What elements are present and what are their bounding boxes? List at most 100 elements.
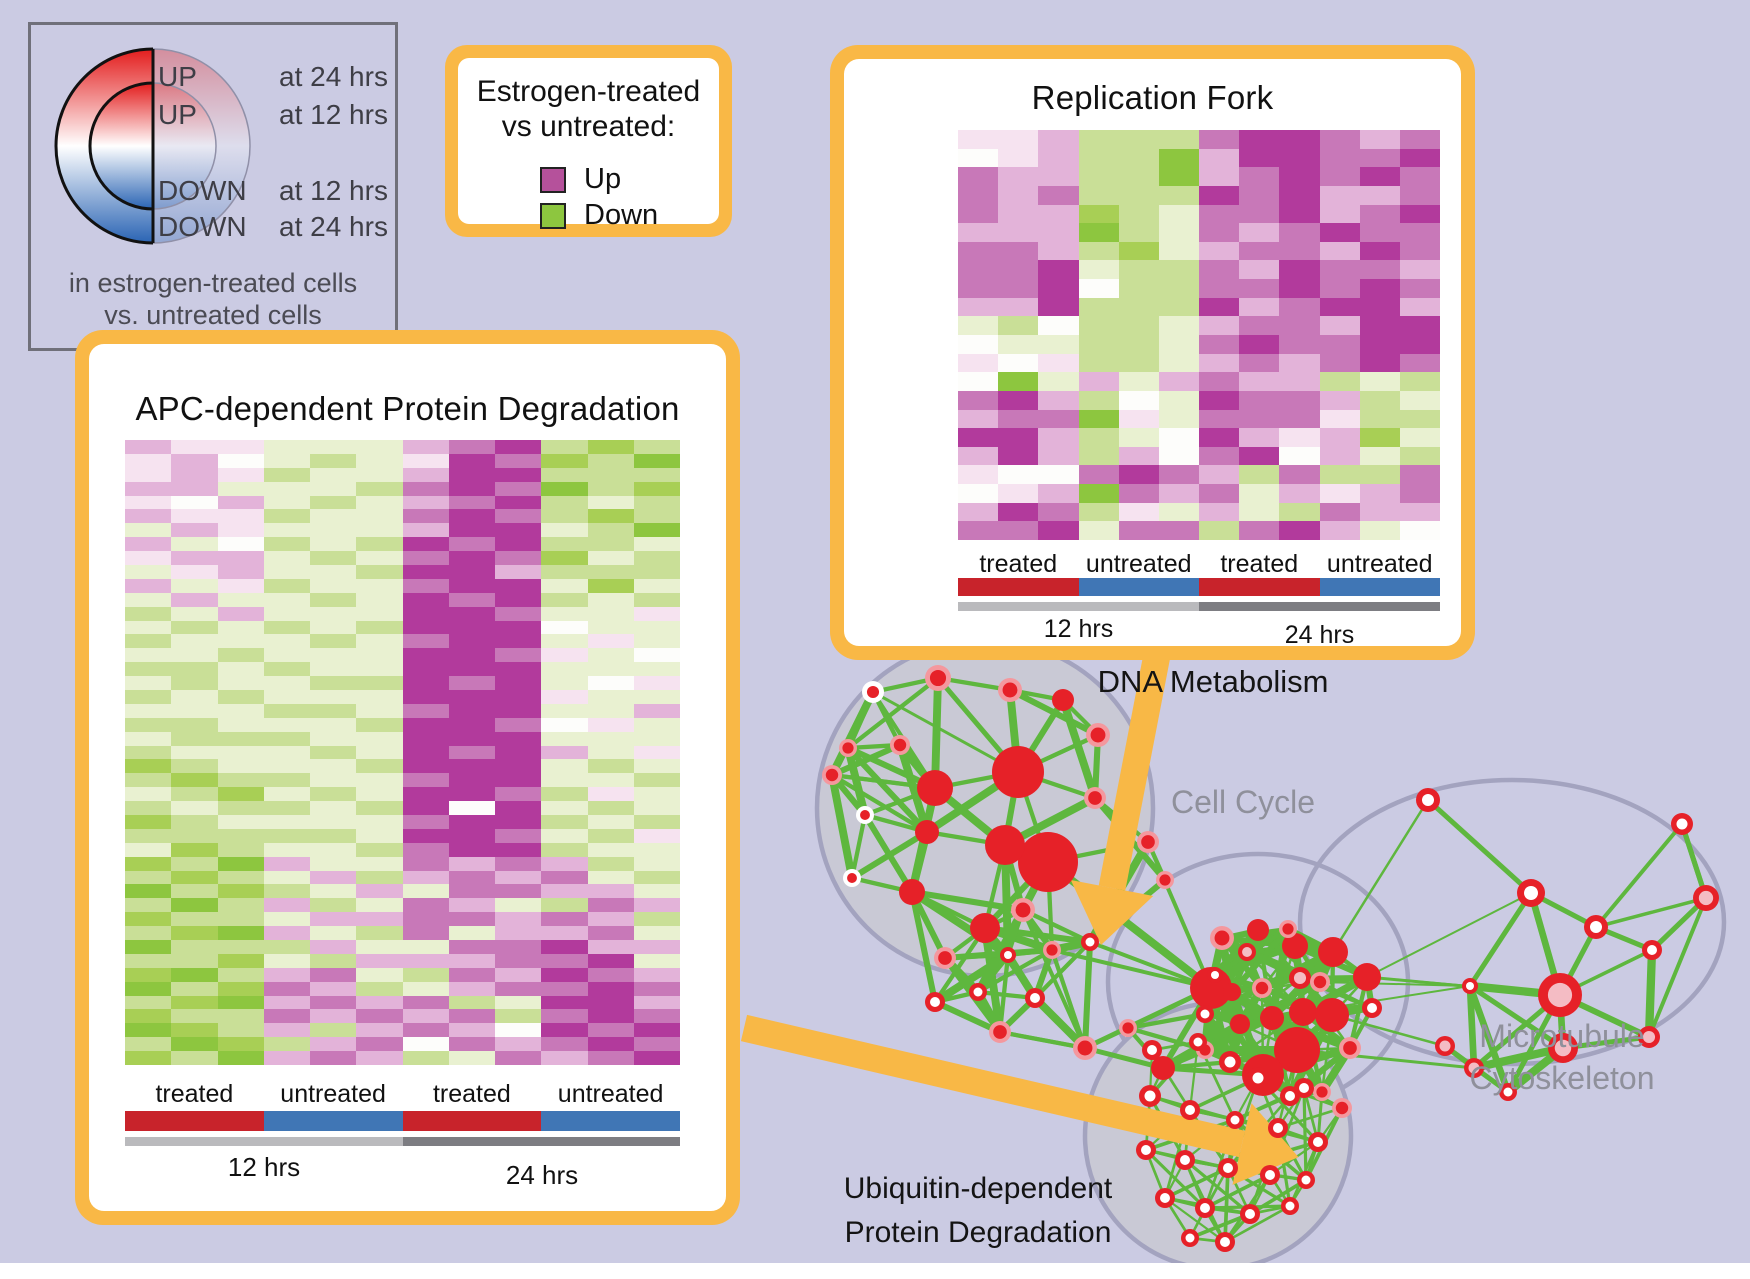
network-edge (1203, 1206, 1252, 1216)
network-edge (1302, 1086, 1344, 1110)
heatmap-cell (125, 801, 172, 815)
network-edge (1229, 985, 1265, 995)
heatmap-cell (125, 731, 172, 746)
heatmap-cell (125, 842, 172, 857)
heatmap-cell (310, 981, 357, 996)
network-edge (909, 889, 988, 931)
network-edge (1276, 1126, 1292, 1208)
heatmap-cell (125, 453, 172, 468)
heatmap-cell (171, 440, 218, 454)
heatmap-cell (263, 481, 310, 496)
network-edge (1203, 973, 1217, 1052)
network-edge (935, 675, 1021, 775)
heatmap-cell (1158, 167, 1199, 186)
heatmap-cell (998, 353, 1039, 373)
heatmap-cell (402, 440, 449, 454)
heatmap-cell (1399, 521, 1440, 540)
heatmap-cell (495, 870, 542, 885)
network-edge (1268, 1014, 1301, 1054)
network-edge (1528, 890, 1563, 998)
heatmap-cell (1359, 465, 1400, 485)
heatmap-cell (1239, 428, 1280, 447)
network-edge (1293, 1046, 1326, 1096)
heatmap-cell (217, 759, 264, 774)
heatmap-cell (541, 1009, 588, 1024)
network-edge (896, 741, 939, 792)
network-edge (1256, 1076, 1306, 1090)
heatmap-cell (1359, 167, 1400, 186)
heatmap-cell (1118, 390, 1159, 410)
network-edge (1223, 1204, 1292, 1244)
heatmap-cell (310, 856, 357, 871)
network-edge (1228, 988, 1276, 1022)
network-edge (1288, 1178, 1308, 1208)
heatmap-cell (1158, 260, 1199, 280)
heatmap-cell (495, 856, 542, 871)
heatmap-cell (1118, 316, 1159, 335)
heatmap-cell (1279, 167, 1320, 186)
heatmap-cell (217, 453, 264, 468)
network-edge (908, 888, 1027, 914)
microtubule-label-line1: Microtubule (1479, 1018, 1645, 1054)
network-edge (849, 812, 868, 881)
heatmap-cell (1359, 185, 1400, 205)
heatmap-cell (217, 953, 264, 968)
heatmap-cell (1319, 185, 1360, 205)
heatmap-cell (541, 495, 588, 510)
heatmap-cell (1239, 484, 1280, 503)
network-edge (1228, 1010, 1305, 1064)
heatmap-cell (171, 926, 218, 940)
heatmap-cell (1279, 428, 1320, 447)
heatmap-cell (587, 551, 634, 565)
heatmap-cell (263, 967, 310, 982)
heatmap-cell (958, 446, 999, 466)
heatmap-cell (587, 606, 634, 621)
heatmap-cell (1239, 148, 1280, 168)
heatmap-cell (402, 745, 449, 760)
heatmap-cell (1239, 260, 1280, 280)
heatmap-cell (217, 995, 264, 1010)
heatmap-cell (633, 634, 680, 649)
heatmap-cell (1239, 297, 1280, 317)
network-edge (1150, 1040, 1200, 1052)
network-node-donut (1136, 1140, 1156, 1160)
heatmap-cell (633, 773, 680, 788)
heatmap-cell (402, 731, 449, 746)
network-edge (1082, 985, 1214, 1051)
heatmap-cell (217, 606, 264, 621)
network-edge (1260, 980, 1322, 990)
network-edge (1183, 1158, 1207, 1210)
heatmap-cell (541, 842, 588, 857)
heatmap-cell (1158, 372, 1199, 391)
heatmap-cell (1118, 185, 1159, 205)
network-edge (1268, 1140, 1320, 1177)
cluster-cc (1105, 851, 1411, 1113)
heatmap-cell (1118, 372, 1159, 391)
network-edge (1159, 1020, 1244, 1072)
network-edge (1269, 1015, 1293, 1099)
heatmap-cell (1399, 465, 1440, 485)
network-edge (908, 784, 939, 896)
network-node-donut (1226, 1111, 1244, 1129)
heatmap-cell (448, 537, 495, 552)
heatmap-cell (402, 634, 449, 649)
network-node-solid (1318, 937, 1348, 967)
network-edge (1260, 1047, 1300, 1078)
network-edge (1296, 974, 1336, 1019)
network-edge (1044, 858, 1215, 992)
network-edge (844, 744, 939, 792)
heatmap-cell (356, 731, 403, 746)
network-edge (1230, 990, 1305, 1014)
network-edge (1347, 974, 1370, 1051)
heatmap-cell (402, 884, 449, 899)
heatmap-cell (356, 606, 403, 621)
network-edge (850, 876, 914, 894)
network-edge (1045, 859, 1055, 953)
network-edge (1294, 1012, 1335, 1053)
heatmap-cell (402, 648, 449, 663)
heatmap-cell (1239, 167, 1280, 186)
heatmap-cell (633, 898, 680, 913)
heatmap-cell (1239, 204, 1280, 224)
heatmap-cell (402, 467, 449, 482)
heatmap-cell (448, 606, 495, 621)
